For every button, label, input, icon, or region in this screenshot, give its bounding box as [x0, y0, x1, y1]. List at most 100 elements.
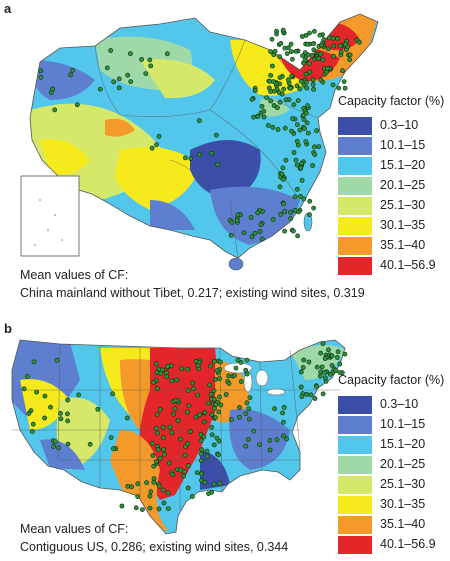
legend-label: 20.1–25 — [380, 178, 426, 192]
wind-site-marker — [199, 447, 205, 453]
wind-site-marker — [154, 142, 159, 148]
wind-site-marker — [298, 193, 303, 199]
legend-label: 35.1–40 — [380, 238, 426, 252]
wind-site-marker — [288, 49, 294, 54]
wind-site-marker — [265, 123, 271, 128]
wind-site-marker — [111, 79, 116, 85]
wind-site-marker — [294, 162, 300, 168]
wind-site-marker — [184, 409, 190, 415]
wind-site-marker — [314, 364, 320, 370]
wind-site-marker — [214, 368, 220, 373]
us-wind-sites — [21, 341, 348, 512]
wind-site-marker — [312, 396, 318, 401]
legend-label: 35.1–40 — [380, 517, 426, 531]
wind-site-marker — [245, 437, 251, 442]
wind-site-marker — [70, 67, 76, 73]
caption-values: China mainland without Tibet, 0.217; exi… — [20, 286, 365, 300]
wind-site-marker — [298, 165, 304, 171]
wind-site-marker — [188, 156, 194, 161]
wind-site-marker — [337, 43, 343, 49]
wind-site-marker — [246, 416, 252, 422]
wind-site-marker — [314, 128, 319, 134]
wind-site-marker — [325, 347, 331, 353]
wind-site-marker — [303, 110, 309, 116]
wind-site-marker — [139, 507, 145, 512]
china-region — [105, 118, 135, 137]
wind-site-marker — [65, 397, 71, 403]
legend-label: 10.1–15 — [380, 138, 426, 152]
legend-label: 30.1–35 — [380, 218, 426, 232]
wind-site-marker — [168, 363, 174, 369]
wind-site-marker — [110, 391, 115, 397]
legend-entry: 20.1–25 — [338, 176, 448, 196]
panel-label: a — [4, 1, 12, 16]
legend-entry: 25.1–30 — [338, 475, 448, 495]
wind-site-marker — [288, 41, 294, 47]
panel-china: a Capacity factor (%) 0.3–10 10.1–15 15.1–… — [4, 1, 448, 300]
wind-site-marker — [307, 198, 313, 204]
wind-site-marker — [294, 83, 300, 89]
legend-label: 25.1–30 — [380, 198, 426, 212]
wind-site-marker — [322, 356, 328, 361]
wind-site-marker — [301, 117, 307, 122]
wind-site-marker — [269, 36, 275, 42]
wind-site-marker — [294, 138, 300, 144]
wind-site-marker — [297, 86, 303, 92]
wind-site-marker — [282, 125, 288, 131]
wind-site-marker — [34, 389, 39, 395]
legend-swatch — [338, 476, 372, 494]
wind-site-marker — [198, 458, 204, 463]
wind-site-marker — [151, 476, 157, 481]
wind-site-marker — [164, 51, 170, 57]
wind-site-marker — [294, 122, 300, 127]
wind-site-marker — [300, 365, 306, 370]
wind-site-marker — [331, 43, 337, 49]
wind-site-marker — [249, 234, 255, 240]
wind-site-marker — [280, 27, 286, 33]
wind-site-marker — [209, 432, 215, 438]
wind-site-marker — [292, 194, 298, 200]
wind-site-marker — [322, 370, 327, 375]
wind-site-marker — [266, 85, 272, 91]
legend-entry: 25.1–30 — [338, 196, 448, 216]
wind-site-marker — [153, 426, 159, 431]
wind-site-marker — [127, 51, 133, 56]
wind-site-marker — [299, 161, 304, 166]
wind-site-marker — [161, 451, 167, 457]
wind-site-marker — [335, 36, 340, 42]
wind-site-marker — [24, 374, 30, 379]
us-caption: Mean values of CF: Contiguous US, 0.286;… — [20, 520, 288, 556]
wind-site-marker — [268, 49, 273, 54]
wind-site-marker — [108, 48, 114, 53]
wind-site-marker — [51, 444, 56, 449]
wind-site-marker — [52, 439, 58, 444]
china-region — [150, 200, 195, 230]
wind-site-marker — [302, 50, 308, 55]
wind-site-marker — [58, 411, 63, 416]
wind-site-marker — [330, 35, 336, 41]
wind-site-marker — [288, 209, 293, 215]
wind-site-marker — [193, 414, 199, 420]
wind-site-marker — [322, 375, 328, 381]
wind-site-marker — [169, 378, 175, 384]
wind-site-marker — [255, 210, 261, 216]
wind-site-marker — [234, 217, 240, 223]
wind-site-marker — [135, 494, 141, 499]
wind-site-marker — [295, 233, 300, 239]
wind-site-marker — [283, 97, 289, 103]
wind-site-marker — [154, 412, 160, 417]
china-capacity-map — [20, 13, 379, 271]
wind-site-marker — [201, 434, 207, 440]
wind-site-marker — [316, 56, 322, 61]
wind-site-marker — [173, 398, 179, 403]
wind-site-marker — [50, 86, 56, 92]
wind-site-marker — [289, 73, 294, 79]
wind-site-marker — [21, 386, 27, 392]
wind-site-marker — [281, 405, 287, 410]
legend-swatch — [338, 137, 372, 155]
wind-site-marker — [306, 359, 312, 365]
wind-site-marker — [185, 388, 191, 393]
wind-site-marker — [147, 57, 153, 63]
wind-site-marker — [151, 380, 156, 385]
us-outline — [11, 339, 346, 535]
